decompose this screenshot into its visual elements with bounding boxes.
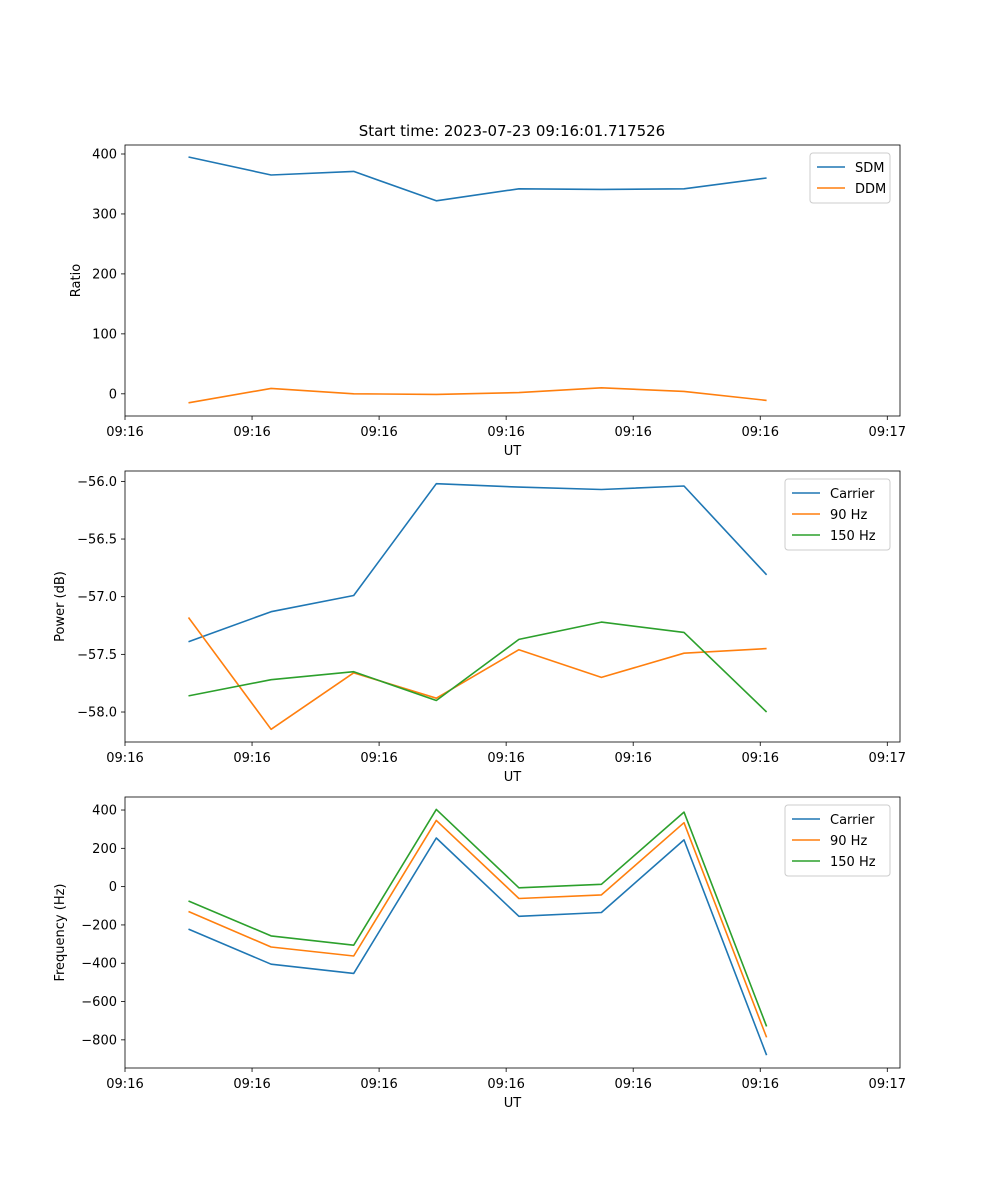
frequency-series-line-150-hz <box>188 808 768 1027</box>
ratio-legend: SDM DDM <box>809 152 891 204</box>
ratio-legend-box <box>809 152 891 204</box>
chart-panels: 09:16 09:16 09:16 09:16 09:16 09:16 09:17 0 100 2… <box>53 144 906 1111</box>
ratio-y-tick-label: 0 <box>109 387 117 402</box>
ratio-x-tick-label: 09:16 <box>233 425 270 440</box>
frequency-axes-frame <box>124 796 901 1069</box>
frequency-y-tick-label: −200 <box>81 918 117 933</box>
ratio-x-tick-label: 09:16 <box>614 425 651 440</box>
ratio-x-axis-label: UT <box>504 444 522 459</box>
frequency-y-tick-label: 200 <box>92 842 117 857</box>
frequency-y-tick-label: 400 <box>92 804 117 819</box>
frequency-x-tick-label: 09:16 <box>614 1077 651 1092</box>
power-x-tick-label: 09:16 <box>614 751 651 766</box>
ratio-x-tick-label: 09:16 <box>487 425 524 440</box>
frequency-chart: 09:16 09:16 09:16 09:16 09:16 09:16 09:17 −800 −… <box>53 796 906 1111</box>
ratio-y-axis-label: Ratio <box>69 264 84 297</box>
power-legend-label: 150 Hz <box>830 529 876 544</box>
frequency-y-tick-label: −600 <box>81 995 117 1010</box>
power-x-tick-label: 09:16 <box>360 751 397 766</box>
figure-title: Start time: 2023-07-23 09:16:01.717526 <box>359 122 665 140</box>
frequency-x-tick-label: 09:16 <box>742 1077 779 1092</box>
ratio-chart: 09:16 09:16 09:16 09:16 09:16 09:16 09:17 0 100 2… <box>69 144 906 459</box>
power-legend-box <box>784 478 891 551</box>
power-x-axis-label: UT <box>504 770 522 785</box>
power-y-tick-label: −57.5 <box>77 648 117 663</box>
power-x-tick-label: 09:17 <box>869 751 906 766</box>
ratio-x-tick-label: 09:16 <box>742 425 779 440</box>
power-y-tick-label: −57.0 <box>77 590 117 605</box>
power-y-tick-label: −56.5 <box>77 533 117 548</box>
power-chart: 09:16 09:16 09:16 09:16 09:16 09:16 09:17 −58.0… <box>53 470 906 785</box>
ratio-y-tick-label: 100 <box>92 327 117 342</box>
power-x-tick-label: 09:16 <box>487 751 524 766</box>
power-series-line-carrier <box>188 482 768 643</box>
ratio-y-tick-label: 200 <box>92 267 117 282</box>
power-series-line-150-hz <box>188 621 768 713</box>
power-x-tick-label: 09:16 <box>106 751 143 766</box>
power-series-line-90-hz <box>187 617 767 731</box>
ratio-y-tick-label: 300 <box>92 207 117 222</box>
frequency-x-tick-label: 09:17 <box>869 1077 906 1092</box>
frequency-x-tick-label: 09:16 <box>233 1077 270 1092</box>
ratio-x-tick-label: 09:16 <box>360 425 397 440</box>
frequency-y-tick-label: −400 <box>81 957 117 972</box>
frequency-x-tick-label: 09:16 <box>360 1077 397 1092</box>
frequency-x-tick-label: 09:16 <box>487 1077 524 1092</box>
ratio-axes-frame <box>124 144 901 417</box>
frequency-series-line-carrier <box>188 837 768 1056</box>
power-axes-frame <box>124 470 901 743</box>
power-x-tick-label: 09:16 <box>742 751 779 766</box>
ratio-x-tick-label: 09:16 <box>106 425 143 440</box>
power-y-tick-label: −56.0 <box>77 475 117 490</box>
frequency-x-axis-label: UT <box>504 1096 522 1111</box>
frequency-series-line-90-hz <box>188 819 768 1038</box>
power-y-tick-label: −58.0 <box>77 706 117 721</box>
frequency-x-tick-label: 09:16 <box>106 1077 143 1092</box>
ratio-series-line-ddm <box>188 386 767 404</box>
power-legend-label: Carrier <box>830 487 875 502</box>
frequency-legend-label: Carrier <box>830 813 875 828</box>
ratio-legend-label: DDM <box>855 182 886 197</box>
ratio-x-tick-label: 09:17 <box>869 425 906 440</box>
frequency-legend-label: 150 Hz <box>830 855 876 870</box>
power-legend-label: 90 Hz <box>830 508 867 523</box>
ratio-y-tick-label: 400 <box>92 147 117 162</box>
ratio-series-line-sdm <box>188 156 767 202</box>
frequency-y-axis-label: Frequency (Hz) <box>53 883 68 981</box>
power-y-axis-label: Power (dB) <box>53 571 68 642</box>
frequency-legend-label: 90 Hz <box>830 834 867 849</box>
frequency-y-tick-label: 0 <box>109 880 117 895</box>
power-x-tick-label: 09:16 <box>233 751 270 766</box>
frequency-y-tick-label: −800 <box>81 1033 117 1048</box>
ratio-legend-label: SDM <box>855 161 884 176</box>
frequency-legend: Carrier 90 Hz 150 Hz <box>784 804 891 877</box>
power-legend: Carrier 90 Hz 150 Hz <box>784 478 891 551</box>
frequency-legend-box <box>784 804 891 877</box>
